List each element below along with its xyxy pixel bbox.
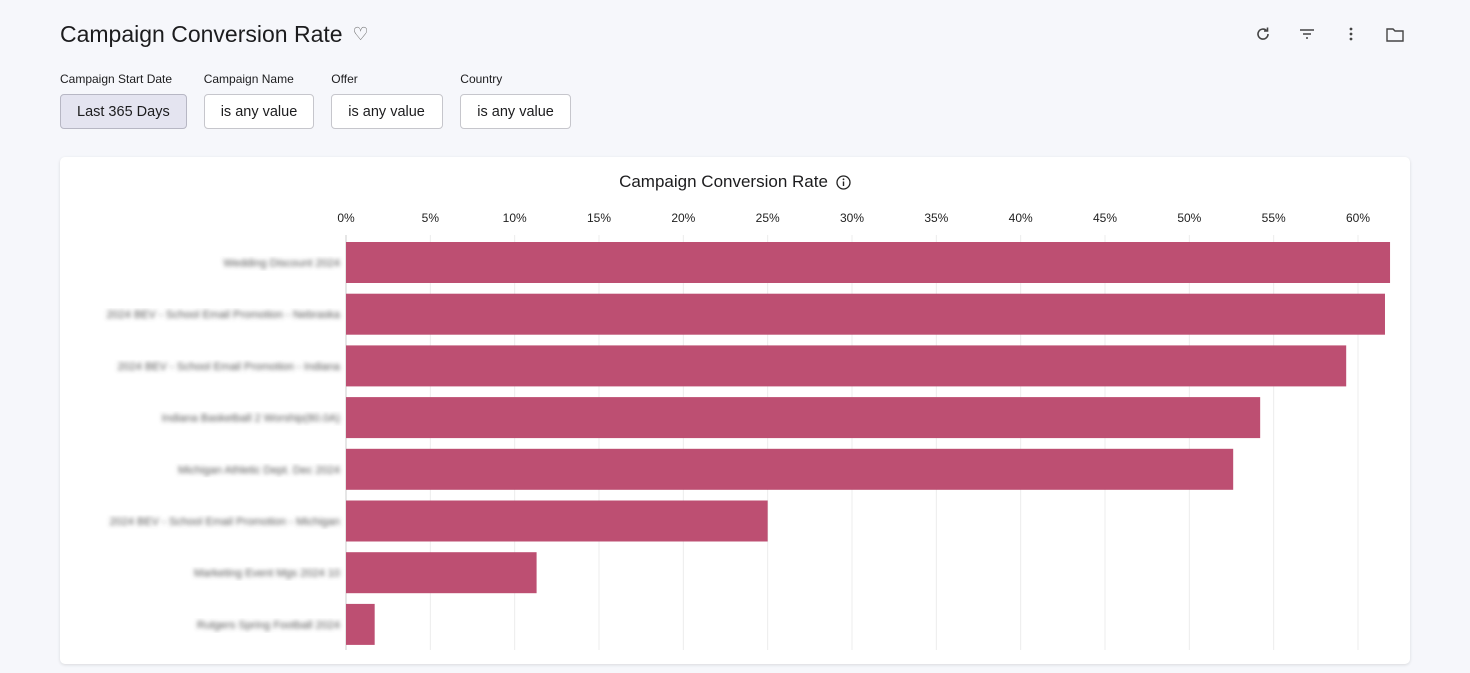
category-label: Wedding Discount 2024: [223, 258, 340, 270]
category-label: Indiana Basketball 2 Worship(80.0A): [162, 413, 340, 425]
filter-campaign-name: Campaign Name is any value: [203, 72, 315, 129]
filter-label: Country: [460, 72, 503, 86]
bar[interactable]: [346, 500, 768, 542]
filter-value-button[interactable]: is any value: [331, 94, 444, 129]
info-icon[interactable]: [836, 174, 851, 190]
category-label: Rutgers Spring Football 2024: [197, 619, 340, 631]
filter-country: Country is any value: [460, 72, 571, 129]
filter-label: Offer: [331, 72, 358, 86]
filter-label: Campaign Start Date: [60, 72, 173, 86]
filter-campaign-start-date: Campaign Start Date Last 365 Days: [60, 72, 187, 129]
heart-icon[interactable]: ♡: [352, 24, 369, 44]
category-label: Michigan Athletic Dept. Dec 2024: [178, 464, 340, 476]
x-tick-label: 0%: [337, 211, 355, 225]
x-tick-label: 10%: [503, 211, 527, 225]
bar[interactable]: [346, 603, 375, 645]
filter-label: Campaign Name: [203, 72, 294, 86]
bar[interactable]: [346, 552, 537, 594]
more-vertical-icon[interactable]: [1342, 24, 1360, 44]
x-tick-label: 15%: [587, 211, 611, 225]
bar[interactable]: [346, 397, 1261, 439]
x-tick-label: 20%: [671, 211, 695, 225]
filter-bar: Campaign Start Date Last 365 Days Campaig…: [60, 72, 571, 129]
x-tick-label: 40%: [1009, 211, 1033, 225]
filter-value-button[interactable]: Last 365 Days: [60, 94, 187, 129]
filter-icon[interactable]: [1298, 24, 1316, 44]
bar-chart: 0% 5% 10% 15% 20% 25% 30% 35% 40% 45% 50% 55% 60% Wed…: [106, 211, 1391, 650]
x-tick-label: 45%: [1093, 211, 1117, 225]
x-tick-label: 60%: [1346, 211, 1370, 225]
bar[interactable]: [346, 242, 1391, 283]
category-label: 2024 BEV - School Email Promotion - Mich…: [110, 516, 341, 528]
filter-value-button[interactable]: is any value: [203, 94, 315, 129]
chart-title-text: Campaign Conversion Rate: [619, 172, 828, 191]
bar[interactable]: [346, 293, 1385, 335]
x-tick-label: 55%: [1262, 211, 1286, 225]
page-title: Campaign Conversion Rate ♡: [60, 21, 369, 48]
bar[interactable]: [346, 345, 1347, 387]
refresh-icon[interactable]: [1254, 24, 1272, 44]
chart-card: Campaign Conversion Rate 0% 5% 10% 15% 20% 25…: [60, 157, 1410, 664]
chart-title: Campaign Conversion Rate: [60, 172, 1410, 192]
folder-icon[interactable]: [1386, 24, 1404, 44]
toolbar: [1254, 24, 1404, 44]
x-tick-label: 35%: [924, 211, 948, 225]
category-label: 2024 BEV - School Email Promotion - Nebr…: [106, 309, 340, 321]
page-title-text: Campaign Conversion Rate: [60, 21, 343, 47]
category-label: Marketing Event Mgs 2024 10: [194, 568, 340, 580]
x-tick-label: 50%: [1177, 211, 1201, 225]
category-label: 2024 BEV - School Email Promotion - Indi…: [117, 361, 340, 373]
bar[interactable]: [346, 448, 1234, 490]
filter-offer: Offer is any value: [331, 72, 444, 129]
x-tick-label: 25%: [756, 211, 780, 225]
filter-value-button[interactable]: is any value: [460, 94, 571, 129]
x-tick-label: 30%: [840, 211, 864, 225]
x-tick-label: 5%: [422, 211, 440, 225]
